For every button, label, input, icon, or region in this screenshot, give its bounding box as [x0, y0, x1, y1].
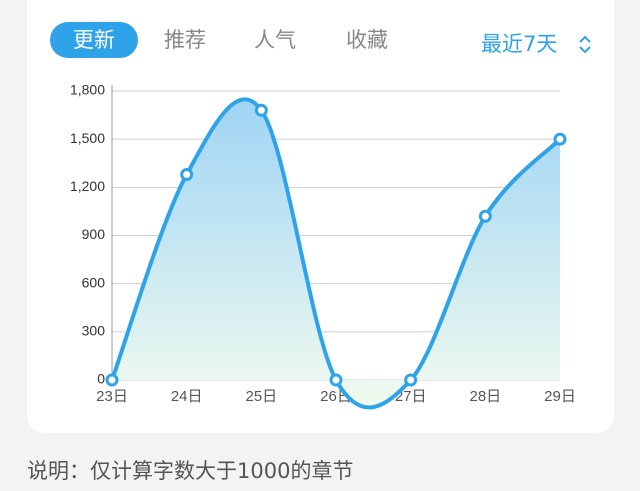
tab[interactable]: 人气 — [254, 28, 296, 52]
x-tick-label: 23日 — [96, 388, 128, 405]
tab[interactable]: 更新 — [50, 22, 138, 58]
range-select[interactable]: 最近7天 — [481, 32, 558, 56]
x-tick-label: 28日 — [469, 388, 501, 405]
note: 说明：仅计算字数大于1000的章节 — [27, 459, 354, 483]
chevron-icon[interactable] — [577, 35, 593, 55]
x-tick-label: 29日 — [544, 388, 576, 405]
point — [180, 167, 194, 181]
y-tick-label: 600 — [82, 274, 106, 290]
point — [329, 373, 343, 387]
x-tick-label: 25日 — [245, 388, 277, 405]
point — [105, 373, 119, 387]
point — [478, 209, 492, 223]
x-tick-label: 27日 — [395, 388, 427, 405]
point — [553, 132, 567, 146]
y-tick-label: 1,200 — [70, 178, 105, 194]
y-tick-label: 1,500 — [70, 130, 105, 146]
tab[interactable]: 推荐 — [164, 28, 206, 52]
tab[interactable]: 收藏 — [346, 28, 388, 52]
y-tick-label: 0 — [97, 371, 105, 387]
y-tick-label: 1,800 — [70, 82, 105, 98]
point — [254, 103, 268, 117]
y-tick-label: 300 — [82, 323, 106, 339]
point — [404, 373, 418, 387]
y-tick-label: 900 — [82, 226, 106, 242]
area — [112, 99, 560, 408]
chevron — [579, 35, 591, 54]
x-tick-label: 24日 — [171, 388, 203, 405]
